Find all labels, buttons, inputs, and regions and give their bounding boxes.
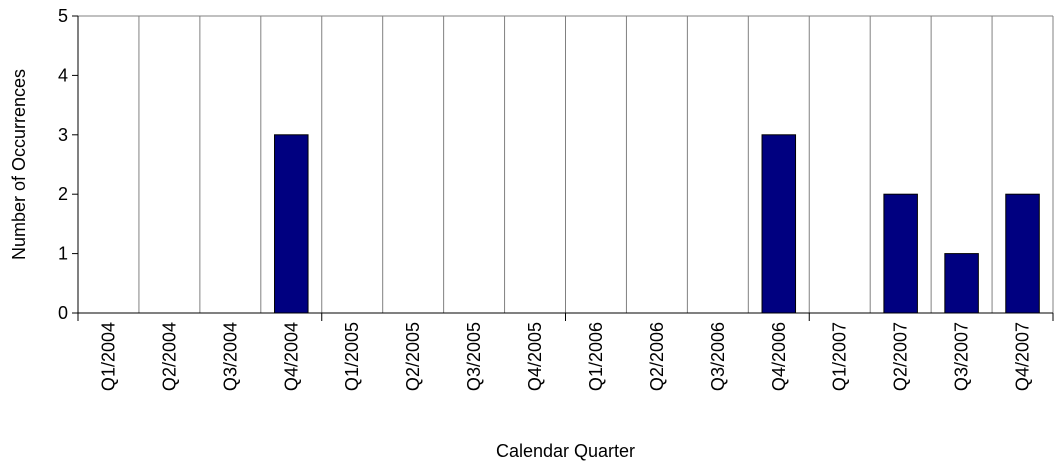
bar-Q4-2004	[274, 134, 309, 314]
x-tick-label: Q2/2004	[159, 322, 179, 391]
x-tick-label: Q1/2006	[586, 322, 606, 391]
x-tick-label: Q3/2005	[464, 322, 484, 391]
y-tick-label: 2	[58, 184, 68, 204]
bar-Q4-2006	[761, 134, 797, 314]
x-tick-label: Q1/2004	[98, 322, 118, 391]
gridlines	[78, 15, 1054, 313]
y-tick-label: 1	[58, 244, 68, 264]
x-tick-label: Q2/2005	[403, 322, 423, 391]
bar-Q2-2007	[883, 193, 918, 314]
x-tick-label: Q2/2007	[891, 322, 911, 391]
y-tick-labels: 0 1 2 3 4 5	[58, 6, 68, 323]
bar-series	[274, 134, 1040, 314]
x-tick-label: Q4/2007	[1013, 322, 1033, 391]
x-tick-label: Q4/2005	[525, 322, 545, 391]
y-tick-label: 4	[58, 65, 68, 85]
y-tick-label: 3	[58, 125, 68, 145]
axes	[72, 15, 1054, 321]
bar-Q3-2007	[944, 253, 979, 314]
x-tick-label: Q3/2006	[708, 322, 728, 391]
x-tick-label: Q1/2007	[830, 322, 850, 391]
x-tick-labels: Q1/2004 Q2/2004 Q3/2004 Q4/2004 Q1/2005 Q2/20…	[98, 322, 1032, 391]
bar-Q4-2007	[1005, 193, 1040, 314]
y-tick-label: 0	[58, 303, 68, 323]
x-tick-label: Q3/2004	[220, 322, 240, 391]
y-axis-title: Number of Occurrences	[9, 69, 29, 260]
x-tick-label: Q4/2004	[281, 322, 301, 391]
x-tick-label: Q2/2006	[647, 322, 667, 391]
x-tick-label: Q4/2006	[769, 322, 789, 391]
y-tick-label: 5	[58, 6, 68, 26]
x-tick-label: Q3/2007	[952, 322, 972, 391]
x-axis-title: Calendar Quarter	[496, 441, 635, 461]
x-tick-label: Q1/2005	[342, 322, 362, 391]
